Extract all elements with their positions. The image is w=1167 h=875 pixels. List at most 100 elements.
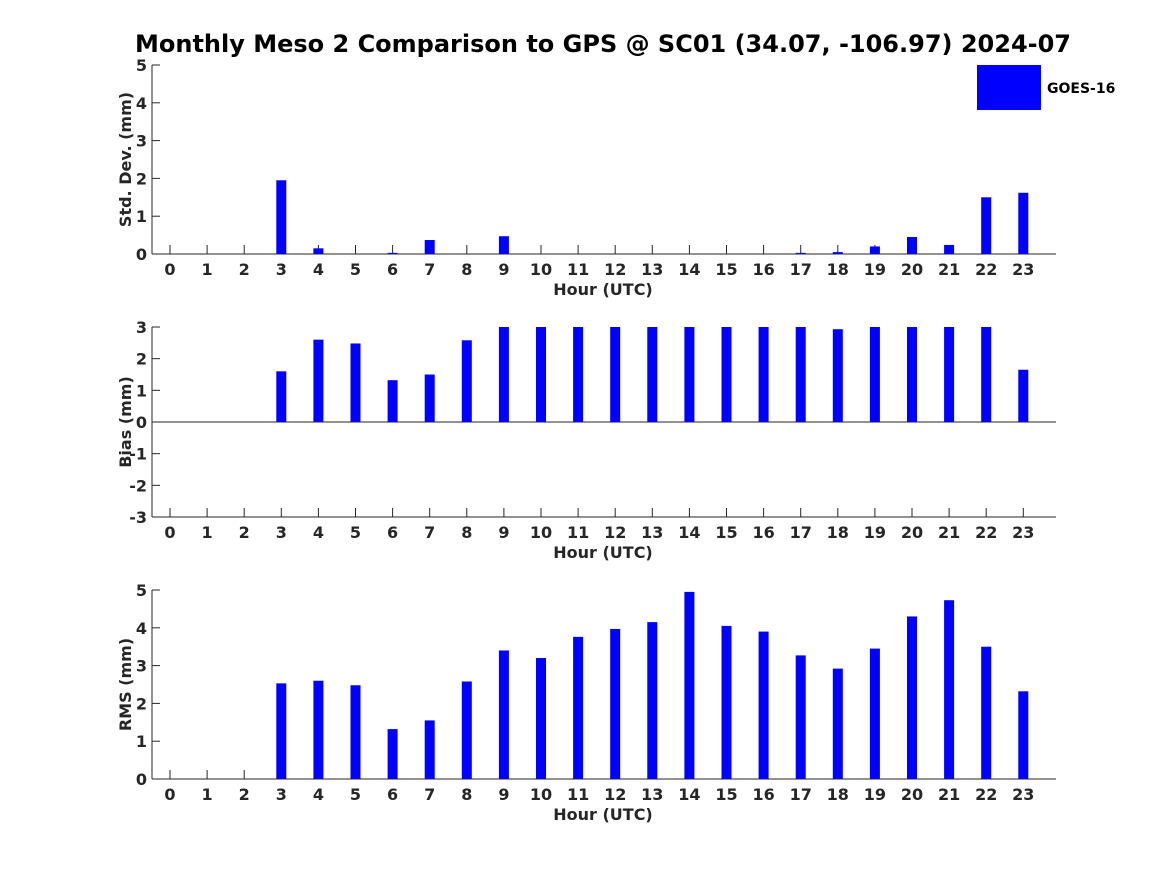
x-tick-label: 23 (1012, 523, 1034, 542)
bar-bias-12 (610, 327, 621, 422)
x-tick-label: 21 (938, 260, 960, 279)
bar-std-dev-19 (869, 246, 880, 254)
x-tick-label: 7 (424, 260, 435, 279)
x-tick-label: 15 (715, 523, 737, 542)
chart-title: Monthly Meso 2 Comparison to GPS @ SC01 … (135, 30, 1071, 58)
x-tick-label: 11 (567, 523, 589, 542)
bar-rms-22 (981, 646, 992, 779)
y-tick-label: 2 (136, 694, 147, 713)
x-tick-label: 21 (938, 523, 960, 542)
x-tick-label: 19 (864, 260, 886, 279)
x-tick-label: 22 (975, 523, 997, 542)
bar-bias-21 (944, 327, 955, 422)
x-tick-label: 3 (276, 260, 287, 279)
x-tick-label: 11 (567, 785, 589, 804)
y-tick-label: 1 (136, 381, 147, 400)
bar-bias-17 (795, 327, 806, 422)
bar-rms-19 (869, 648, 880, 779)
y-tick-label: 5 (136, 581, 147, 600)
y-axis-label: Std. Dev. (mm) (116, 92, 135, 227)
x-tick-label: 13 (641, 785, 663, 804)
bar-std-dev-23 (1018, 192, 1029, 254)
bar-rms-18 (832, 668, 843, 779)
x-tick-label: 19 (864, 785, 886, 804)
x-tick-label: 5 (350, 785, 361, 804)
bar-rms-15 (721, 625, 732, 779)
bar-rms-3 (276, 683, 287, 779)
bar-rms-17 (795, 655, 806, 779)
bar-bias-6 (387, 380, 398, 422)
bar-std-dev-7 (424, 240, 435, 254)
y-tick-label: 0 (136, 245, 147, 264)
x-tick-label: 6 (387, 260, 398, 279)
x-tick-label: 5 (350, 260, 361, 279)
x-tick-label: 4 (313, 785, 324, 804)
x-tick-label: 17 (790, 260, 812, 279)
x-tick-label: 1 (202, 523, 213, 542)
y-tick-label: 2 (136, 169, 147, 188)
x-tick-label: 23 (1012, 260, 1034, 279)
y-tick-label: 0 (136, 770, 147, 789)
x-tick-label: 12 (604, 523, 626, 542)
y-tick-label: 4 (136, 619, 147, 638)
x-tick-label: 2 (239, 523, 250, 542)
x-tick-label: 18 (827, 260, 849, 279)
bar-bias-14 (684, 327, 695, 422)
bar-bias-3 (276, 371, 287, 422)
bar-rms-7 (424, 720, 435, 779)
bar-rms-6 (387, 729, 398, 779)
bar-rms-20 (907, 616, 917, 779)
x-tick-label: 0 (164, 785, 175, 804)
x-axis-label: Hour (UTC) (553, 280, 653, 299)
bar-std-dev-4 (313, 248, 324, 254)
x-tick-label: 0 (164, 523, 175, 542)
bar-bias-7 (424, 374, 435, 422)
bar-rms-13 (647, 622, 658, 779)
x-tick-label: 20 (901, 523, 923, 542)
bar-std-dev-9 (498, 236, 509, 254)
x-tick-label: 8 (461, 260, 472, 279)
bar-bias-23 (1018, 369, 1029, 422)
y-tick-label: 3 (136, 132, 147, 151)
x-tick-label: 10 (530, 785, 552, 804)
x-tick-label: 8 (461, 785, 472, 804)
y-axis-label: Bias (mm) (116, 376, 135, 468)
y-tick-label: 3 (136, 657, 147, 676)
bar-bias-4 (313, 339, 324, 422)
x-tick-label: 12 (604, 260, 626, 279)
bar-bias-19 (869, 327, 880, 422)
x-tick-label: 4 (313, 523, 324, 542)
x-tick-label: 14 (678, 260, 700, 279)
x-tick-label: 16 (752, 523, 774, 542)
y-tick-label: 2 (136, 350, 147, 369)
bar-std-dev-20 (907, 236, 917, 254)
x-tick-label: 9 (498, 785, 509, 804)
bar-std-dev-18 (832, 252, 843, 254)
bar-std-dev-22 (981, 197, 992, 254)
x-tick-label: 7 (424, 785, 435, 804)
x-tick-label: 11 (567, 260, 589, 279)
bar-rms-14 (684, 591, 695, 779)
x-tick-label: 17 (790, 523, 812, 542)
x-tick-label: 16 (752, 785, 774, 804)
bar-rms-16 (758, 631, 769, 779)
x-axis-label: Hour (UTC) (553, 543, 653, 562)
bar-rms-8 (461, 681, 472, 779)
bar-bias-5 (350, 343, 361, 422)
y-tick-label: 3 (136, 318, 147, 337)
x-tick-label: 17 (790, 785, 812, 804)
y-tick-label: -3 (129, 508, 147, 527)
x-tick-label: 12 (604, 785, 626, 804)
legend-label-goes16: GOES-16 (1047, 81, 1115, 97)
y-tick-label: 4 (136, 94, 147, 113)
bar-bias-8 (461, 340, 472, 422)
x-tick-label: 9 (498, 523, 509, 542)
x-tick-label: 20 (901, 260, 923, 279)
x-tick-label: 20 (901, 785, 923, 804)
x-tick-label: 21 (938, 785, 960, 804)
bar-rms-21 (944, 600, 955, 779)
bar-rms-5 (350, 685, 361, 779)
x-tick-label: 22 (975, 785, 997, 804)
